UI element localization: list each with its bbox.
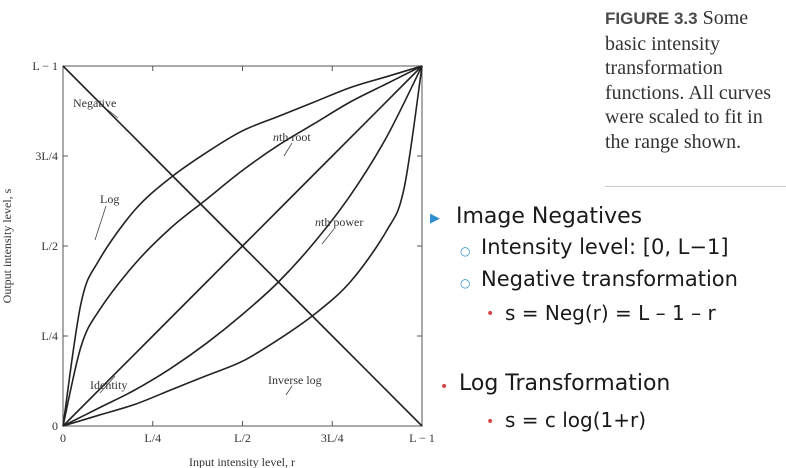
x-tick-label: L/2 (234, 431, 251, 445)
leader-nth-power (321, 228, 335, 245)
dot-bullet-icon: • (440, 379, 449, 395)
axis-ticks: 0 L/4 L/2 3L/4 L − 1 0 L/4 L/2 3L/4 L − 1 (32, 59, 434, 445)
y-tick-label: L − 1 (32, 59, 58, 73)
bullet-log-formula: s = c log(1+r) (505, 408, 647, 432)
label-nth-root: nth root (273, 130, 311, 144)
curves (62, 65, 423, 427)
triangle-bullet-icon: ▶ (430, 211, 440, 226)
bullet-log-transformation: Log Transformation (459, 371, 671, 396)
curve-identity (62, 65, 423, 427)
ring-bullet-icon: ○ (460, 244, 471, 258)
dot-bullet-icon: • (486, 414, 495, 430)
x-axis-title: Input intensity level, r (189, 455, 295, 468)
figure-caption-text: Some basic intensity transformation func… (605, 7, 772, 153)
y-tick-label: 0 (52, 419, 58, 433)
label-inverse-log: Inverse log (268, 373, 322, 387)
label-negative: Negative (73, 96, 116, 110)
x-tick-label: 0 (60, 431, 66, 445)
dot-bullet-icon: • (486, 306, 495, 322)
curve-inverse-log (62, 65, 423, 427)
x-tick-label: L − 1 (409, 431, 435, 445)
leader-identity (99, 375, 116, 394)
x-tick-label: 3L/4 (321, 431, 344, 445)
figure-label: FIGURE 3.3 (605, 9, 698, 28)
leader-log (94, 205, 107, 241)
y-tick-label: 3L/4 (35, 149, 58, 163)
label-identity: Identity (90, 378, 127, 392)
intensity-transform-chart: 0 L/4 L/2 3L/4 L − 1 0 L/4 L/2 3L/4 L − 1 Negativ… (0, 59, 435, 468)
curve-log (62, 65, 423, 427)
x-tick-label: L/4 (144, 431, 161, 445)
bullet-negative-formula: s = Neg(r) = L – 1 – r (505, 301, 716, 325)
caption-divider (605, 186, 786, 187)
ring-bullet-icon: ○ (460, 276, 471, 290)
leader-nth-root (283, 142, 293, 157)
bullet-intensity-level: Intensity level: [0, L−1] (481, 235, 729, 259)
label-nth-power: nth power (315, 215, 363, 229)
y-tick-label: L/2 (41, 239, 58, 253)
y-tick-label: L/4 (41, 329, 58, 343)
bullet-image-negatives: Image Negatives (456, 204, 643, 229)
curve-labels: Negative Log nth root Identity nth power Inve… (73, 96, 363, 396)
leader-inverse-log (285, 385, 293, 396)
leader-negative (107, 109, 119, 119)
label-log: Log (100, 192, 119, 206)
figure-caption: FIGURE 3.3 Some basic intensity transfor… (605, 6, 783, 154)
bullet-negative-transformation: Negative transformation (481, 267, 738, 291)
y-axis-title: Output intensity level, s (0, 188, 14, 303)
curve-nth-power (62, 65, 423, 427)
curve-nth-root (62, 65, 423, 427)
